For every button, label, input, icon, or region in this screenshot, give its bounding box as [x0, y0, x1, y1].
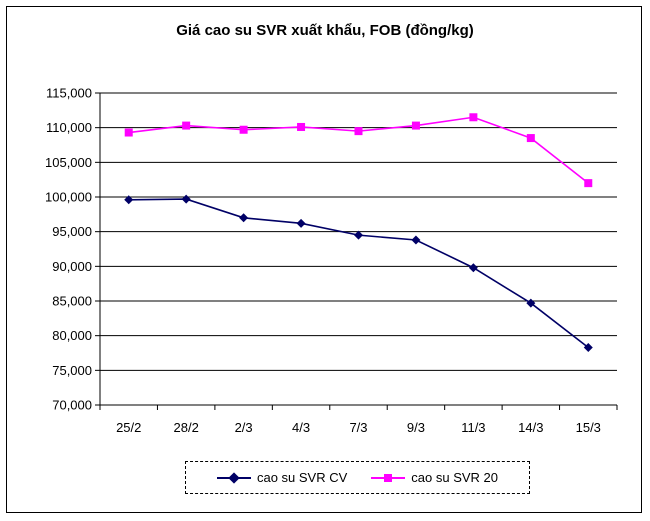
chart-frame: [6, 6, 642, 513]
y-tick-label: 90,000: [52, 259, 92, 274]
data-point: [526, 134, 535, 143]
legend-swatch-svr-cv: [216, 471, 251, 484]
x-tick-label: 28/2: [174, 420, 199, 435]
data-point: [239, 125, 248, 134]
x-tick-label: 15/3: [576, 420, 601, 435]
data-point: [469, 113, 478, 122]
y-tick-label: 95,000: [52, 224, 92, 239]
x-tick-label: 11/3: [461, 420, 485, 435]
x-tick-label: 4/3: [292, 420, 310, 435]
legend-label-svr-cv: cao su SVR CV: [256, 470, 348, 485]
y-tick-label: 100,000: [45, 190, 92, 205]
series-line: [128, 198, 589, 349]
data-point: [182, 121, 191, 130]
data-point: [297, 122, 306, 131]
data-point: [468, 263, 478, 273]
y-tick-label: 75,000: [52, 363, 92, 378]
series-layer: [124, 113, 593, 352]
x-tick-label: 25/2: [116, 420, 141, 435]
data-point: [124, 195, 134, 205]
data-point: [354, 127, 363, 136]
x-tick-label: 7/3: [349, 420, 367, 435]
y-tick-label: 115,000: [46, 86, 92, 101]
x-tick-label: 14/3: [518, 420, 543, 435]
data-point: [181, 194, 191, 204]
y-tick-label: 80,000: [52, 328, 92, 343]
legend-item-svr-cv: cao su SVR CV: [216, 470, 348, 485]
legend: cao su SVR CV cao su SVR 20: [185, 461, 530, 494]
y-tick-label: 105,000: [45, 155, 92, 170]
legend-label-svr-20: cao su SVR 20: [411, 470, 499, 485]
series-2: [124, 113, 593, 188]
axes: [95, 92, 618, 410]
y-tick-label: 110,000: [46, 120, 92, 135]
y-tick-label: 85,000: [52, 294, 92, 309]
data-point: [526, 298, 536, 308]
data-point: [239, 213, 249, 223]
x-tick-labels: 25/2 28/2 2/3 4/3 7/3 9/3 11/3 14/3 15/3: [116, 420, 601, 435]
x-tick-label: 9/3: [407, 420, 425, 435]
data-point: [583, 342, 593, 352]
data-point: [584, 179, 593, 188]
x-tick-label: 2/3: [235, 420, 253, 435]
y-tick-labels: 70,000 75,000 80,000 85,000 90,000 95,000 100,…: [45, 86, 92, 413]
series-1: [124, 194, 593, 352]
legend-swatch-svr-20: [371, 472, 406, 484]
legend-item-svr-20: cao su SVR 20: [371, 470, 498, 485]
data-point: [124, 128, 133, 137]
data-point: [354, 230, 363, 240]
data-point: [411, 235, 421, 245]
chart-title: Giá cao su SVR xuất khẩu, FOB (đồng/kg): [176, 22, 474, 39]
data-point: [411, 121, 420, 130]
y-tick-label: 70,000: [52, 398, 92, 413]
data-point: [296, 218, 306, 228]
